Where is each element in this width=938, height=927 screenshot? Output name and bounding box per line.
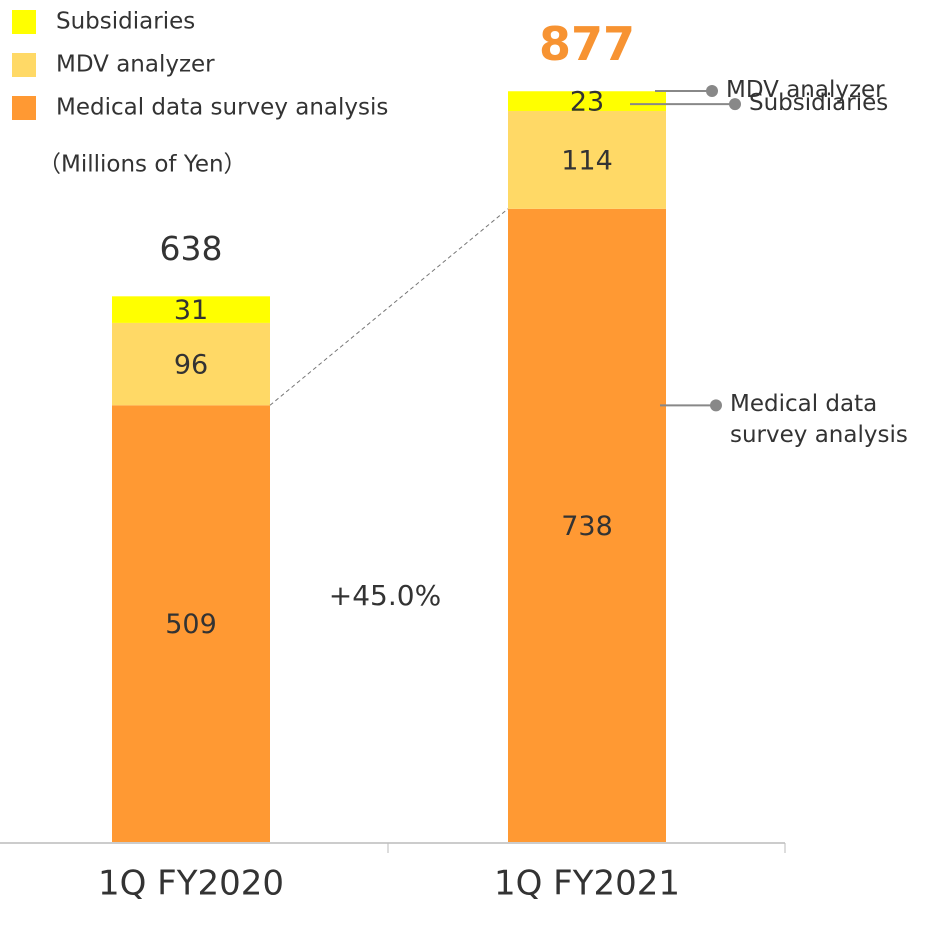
bar-segment [508, 208, 666, 842]
connector [269, 208, 509, 406]
value-label: 96 [174, 350, 208, 381]
leader-dot [706, 84, 718, 97]
value-label: 31 [174, 295, 208, 326]
unit-label: （Millions of Yen） [38, 152, 247, 178]
bar-segment [112, 296, 270, 323]
series-callout: Medical data survey analysis [730, 391, 908, 449]
series-callout: Subsidiaries [749, 90, 889, 117]
legend-swatch [12, 53, 36, 77]
x-tick-label: 1Q FY2020 [98, 864, 284, 904]
series-callout: MDV analyzer [726, 76, 885, 103]
total-label: 638 [160, 229, 223, 268]
x-tick-label: 1Q FY2021 [494, 864, 680, 904]
legend-label: MDV analyzer [56, 52, 215, 78]
bar-segment [112, 405, 270, 842]
bar-segment [508, 91, 666, 111]
value-label: 114 [561, 145, 613, 176]
leader-dot [710, 399, 722, 412]
value-label: 23 [570, 87, 604, 118]
value-label: 509 [165, 609, 217, 640]
bar-segment [508, 110, 666, 209]
value-label: 738 [561, 511, 613, 542]
leader-dot [729, 98, 741, 111]
bar-segment [112, 322, 270, 406]
legend-swatch [12, 10, 36, 34]
legend-label: Subsidiaries [56, 9, 195, 35]
total-label: 877 [539, 17, 635, 71]
legend-label: Medical data survey analysis [56, 95, 388, 121]
change-label: +45.0% [329, 579, 441, 612]
legend-swatch [12, 96, 36, 120]
